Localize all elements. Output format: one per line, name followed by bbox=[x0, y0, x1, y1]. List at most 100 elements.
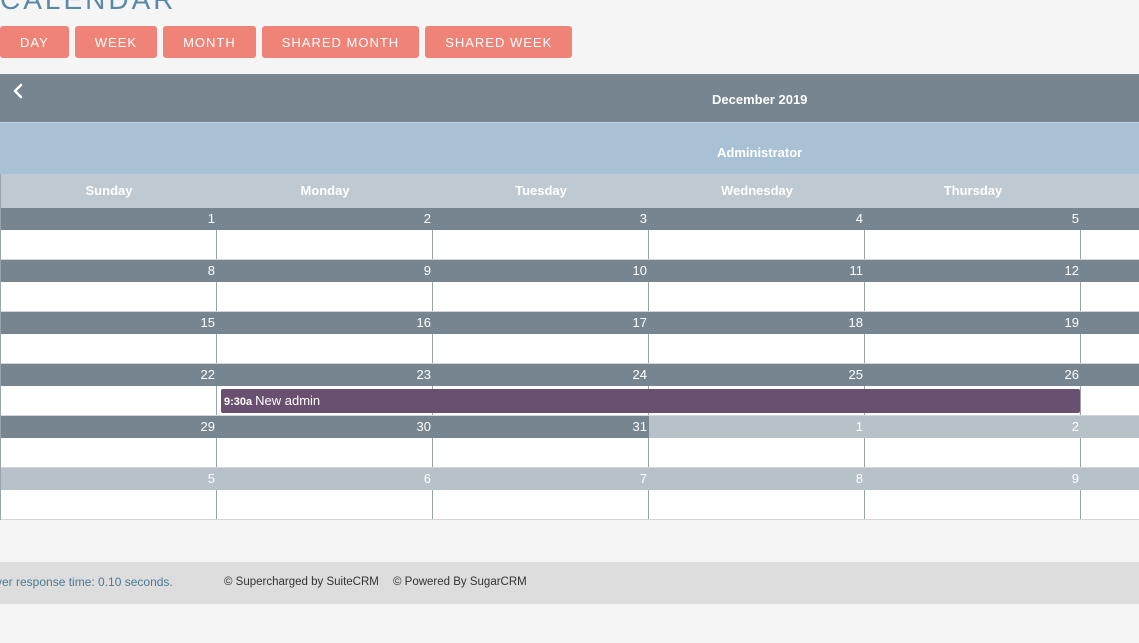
page-title: CALENDAR bbox=[0, 0, 176, 14]
day-number[interactable]: 6 bbox=[217, 468, 433, 490]
day-cell[interactable] bbox=[1081, 438, 1139, 467]
day-cell[interactable] bbox=[865, 490, 1081, 519]
day-cell[interactable] bbox=[865, 334, 1081, 363]
user-name: Administrator bbox=[717, 145, 803, 160]
day-number[interactable]: 16 bbox=[416, 315, 431, 330]
user-bar: Administrator bbox=[0, 122, 1139, 174]
week-row: 22 23 24 25 26 9:30a New admin bbox=[0, 364, 1139, 416]
day-cell[interactable] bbox=[1081, 334, 1139, 363]
day-number[interactable]: 8 bbox=[649, 468, 865, 490]
day-number[interactable]: 19 bbox=[1064, 315, 1079, 330]
day-number[interactable]: 4 bbox=[855, 211, 863, 226]
day-number[interactable]: 23 bbox=[416, 367, 431, 382]
day-number[interactable]: 2 bbox=[423, 211, 431, 226]
day-number[interactable]: 12 bbox=[1064, 263, 1079, 278]
day-name bbox=[1081, 174, 1139, 208]
day-number[interactable] bbox=[1081, 312, 1139, 334]
day-cell[interactable] bbox=[1081, 230, 1139, 259]
week-row: 1 2 3 4 5 bbox=[0, 208, 1139, 260]
day-cell[interactable] bbox=[217, 334, 433, 363]
day-name: Tuesday bbox=[515, 183, 567, 198]
day-number[interactable]: 9 bbox=[865, 468, 1081, 490]
day-cell[interactable] bbox=[1081, 386, 1139, 415]
day-cell[interactable] bbox=[1081, 282, 1139, 311]
day-number[interactable]: 7 bbox=[433, 468, 649, 490]
day-cell[interactable] bbox=[649, 282, 865, 311]
day-cell[interactable] bbox=[217, 282, 433, 311]
day-number[interactable] bbox=[1081, 364, 1139, 386]
day-cell[interactable] bbox=[217, 490, 433, 519]
footer: rver response time: 0.10 seconds. © Supe… bbox=[0, 562, 1139, 604]
day-cell[interactable] bbox=[433, 282, 649, 311]
day-cell[interactable] bbox=[1, 438, 217, 467]
day-number[interactable]: 9 bbox=[423, 263, 431, 278]
day-cell[interactable] bbox=[649, 490, 865, 519]
day-names-row: Sunday Monday Tuesday Wednesday Thursday bbox=[0, 174, 1139, 208]
day-cell[interactable] bbox=[1, 490, 217, 519]
day-number[interactable]: 5 bbox=[1071, 211, 1079, 226]
day-number[interactable]: 3 bbox=[639, 211, 647, 226]
day-number[interactable]: 31 bbox=[632, 419, 647, 434]
day-number[interactable] bbox=[1081, 260, 1139, 282]
day-number[interactable]: 24 bbox=[632, 367, 647, 382]
day-cell[interactable] bbox=[433, 334, 649, 363]
day-number[interactable]: 1 bbox=[649, 416, 865, 438]
day-number[interactable]: 8 bbox=[207, 263, 215, 278]
day-number[interactable]: 26 bbox=[1064, 367, 1079, 382]
day-number[interactable]: 11 bbox=[849, 263, 864, 278]
day-number[interactable]: 1 bbox=[207, 211, 215, 226]
day-number[interactable]: 22 bbox=[200, 367, 215, 382]
day-cell[interactable] bbox=[433, 230, 649, 259]
day-number[interactable]: 2 bbox=[865, 416, 1081, 438]
day-name: Sunday bbox=[85, 183, 133, 198]
day-number[interactable] bbox=[1081, 468, 1139, 490]
day-number[interactable]: 10 bbox=[632, 263, 647, 278]
day-cell[interactable] bbox=[433, 438, 649, 467]
week-row: 5 6 7 8 9 bbox=[0, 468, 1139, 520]
day-cell[interactable] bbox=[865, 386, 1081, 415]
event-time: 9:30a bbox=[224, 396, 253, 408]
month-view-button[interactable]: MONTH bbox=[163, 26, 256, 58]
month-label: December 2019 bbox=[712, 92, 808, 107]
day-name: Thursday bbox=[943, 183, 1003, 198]
calendar-header: December 2019 bbox=[0, 74, 1139, 122]
response-time-text: rver response time: 0.10 seconds. bbox=[0, 575, 173, 589]
day-number[interactable]: 5 bbox=[1, 468, 217, 490]
day-cell[interactable] bbox=[1081, 490, 1139, 519]
day-cell[interactable] bbox=[649, 334, 865, 363]
week-view-button[interactable]: WEEK bbox=[74, 26, 158, 58]
day-cell[interactable] bbox=[865, 282, 1081, 311]
suitecrm-credit-link[interactable]: © Supercharged by SuiteCRM bbox=[224, 576, 379, 588]
chevron-left-icon[interactable] bbox=[11, 82, 29, 102]
day-cell[interactable] bbox=[433, 490, 649, 519]
day-cell[interactable] bbox=[217, 230, 433, 259]
day-number[interactable] bbox=[1081, 208, 1139, 230]
shared-month-view-button[interactable]: SHARED MONTH bbox=[261, 26, 420, 58]
day-number[interactable]: 29 bbox=[200, 419, 215, 434]
day-number[interactable]: 30 bbox=[416, 419, 431, 434]
week-row: 15 16 17 18 19 bbox=[0, 312, 1139, 364]
calendar-event[interactable]: 9:30a New admin bbox=[221, 389, 1080, 413]
day-cell[interactable] bbox=[1, 282, 217, 311]
day-cell[interactable] bbox=[649, 438, 865, 467]
day-number[interactable]: 25 bbox=[848, 367, 863, 382]
view-buttons: DAY WEEK MONTH SHARED MONTH SHARED WEEK bbox=[0, 26, 573, 58]
day-cell[interactable] bbox=[1, 386, 217, 415]
day-name: Wednesday bbox=[720, 183, 793, 198]
day-cell[interactable] bbox=[649, 230, 865, 259]
day-cell[interactable] bbox=[217, 438, 433, 467]
week-row: 8 9 10 11 12 bbox=[0, 260, 1139, 312]
shared-week-view-button[interactable]: SHARED WEEK bbox=[425, 26, 573, 58]
day-cell[interactable] bbox=[865, 230, 1081, 259]
event-title: New admin bbox=[255, 393, 321, 408]
day-view-button[interactable]: DAY bbox=[0, 26, 69, 58]
calendar-grid: 1 2 3 4 5 8 9 10 11 12 bbox=[0, 208, 1139, 520]
sugarcrm-credit-link[interactable]: © Powered By SugarCRM bbox=[393, 576, 527, 588]
day-number[interactable]: 15 bbox=[200, 315, 215, 330]
day-number[interactable] bbox=[1081, 416, 1139, 438]
day-cell[interactable] bbox=[865, 438, 1081, 467]
day-number[interactable]: 17 bbox=[632, 315, 647, 330]
day-cell[interactable] bbox=[1, 334, 217, 363]
day-cell[interactable] bbox=[1, 230, 217, 259]
day-number[interactable]: 18 bbox=[848, 315, 863, 330]
